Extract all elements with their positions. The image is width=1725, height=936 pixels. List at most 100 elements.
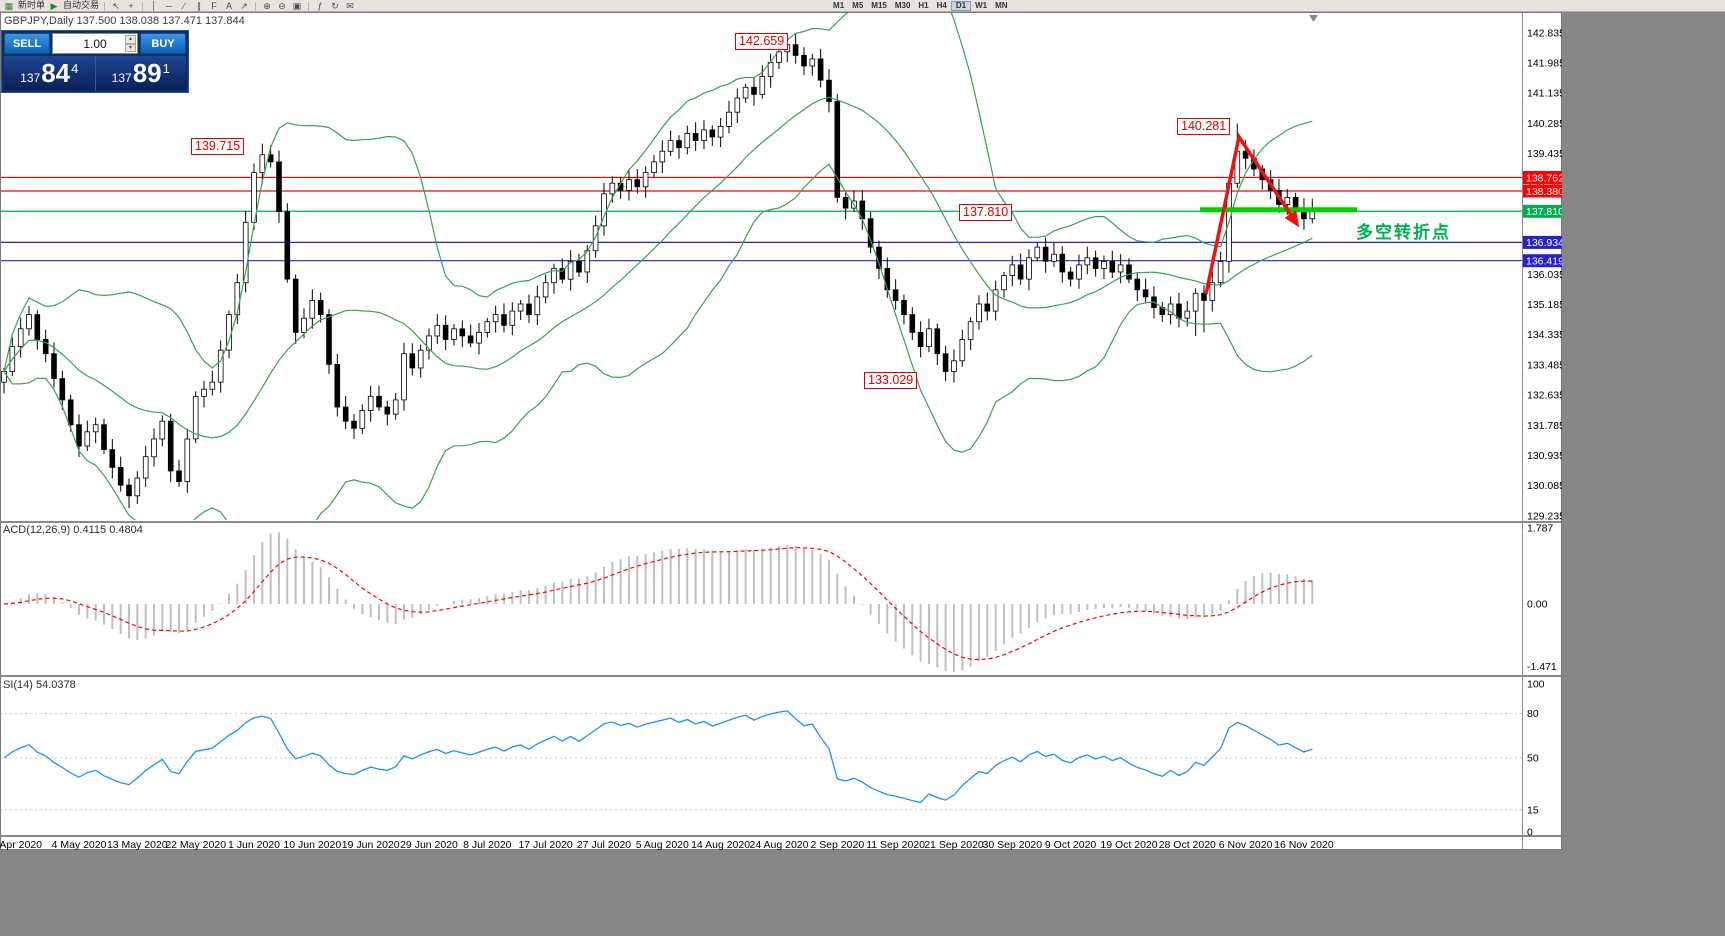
crosshair-icon[interactable]: + bbox=[128, 1, 134, 11]
svg-text:29 Jun 2020: 29 Jun 2020 bbox=[400, 839, 458, 850]
panel-separators[interactable] bbox=[0, 12, 1562, 850]
timeframe-m1-button[interactable]: M1 bbox=[833, 1, 845, 10]
rsi-line bbox=[3, 710, 1313, 804]
svg-text:17 Jul 2020: 17 Jul 2020 bbox=[518, 839, 572, 850]
svg-text:139.435: 139.435 bbox=[1527, 148, 1562, 160]
svg-text:24 Aug 2020: 24 Aug 2020 bbox=[750, 839, 809, 850]
macd-histogram bbox=[11, 532, 1314, 672]
buy-price-base: 137 bbox=[111, 71, 132, 85]
svg-text:5 Aug 2020: 5 Aug 2020 bbox=[636, 839, 689, 850]
svg-text:80: 80 bbox=[1527, 708, 1539, 720]
volume-spinner[interactable]: ▴ ▾ bbox=[125, 35, 136, 52]
svg-text:134.335: 134.335 bbox=[1527, 329, 1562, 341]
svg-text:142.835: 142.835 bbox=[1527, 27, 1562, 39]
macd-axis: 1.787 0.00 -1.471 bbox=[1527, 523, 1557, 673]
svg-text:133.485: 133.485 bbox=[1527, 359, 1562, 371]
new-order-icon[interactable]: ▦ bbox=[4, 1, 14, 11]
macd-signal-line bbox=[3, 547, 1313, 661]
volume-input[interactable]: 1.00 ▴ ▾ bbox=[52, 33, 138, 54]
timeframe-m15-button[interactable]: M15 bbox=[871, 1, 887, 10]
new-order-label[interactable]: 新时单 bbox=[18, 0, 46, 10]
svg-text:19 Oct 2020: 19 Oct 2020 bbox=[1100, 839, 1157, 850]
mail-icon[interactable]: ✉ bbox=[346, 1, 354, 11]
svg-text:1 Jun 2020: 1 Jun 2020 bbox=[228, 839, 280, 850]
trend-arrow[interactable] bbox=[1204, 132, 1300, 295]
sell-price-pips: 84 bbox=[41, 58, 71, 88]
chart-canvas[interactable]: 129.235 130.085 130.935 131.785 132.635 133.4… bbox=[0, 12, 1562, 850]
buy-price[interactable]: 137 89 1 bbox=[95, 56, 186, 90]
rsi-axis: 100 80 50 15 0 bbox=[1527, 679, 1545, 839]
zoom-out-icon[interactable]: ⊖ bbox=[278, 1, 286, 11]
volume-down-icon[interactable]: ▾ bbox=[125, 43, 136, 52]
trendline-icon[interactable]: ∕ bbox=[183, 1, 185, 11]
timeframe-mn-button[interactable]: MN bbox=[995, 1, 1008, 10]
volume-value: 1.00 bbox=[83, 36, 107, 51]
buy-price-point: 1 bbox=[162, 61, 170, 76]
svg-text:11 Sep 2020: 11 Sep 2020 bbox=[866, 839, 925, 850]
chart-window-border bbox=[0, 12, 1562, 850]
sell-price-point: 4 bbox=[71, 61, 79, 76]
svg-text:0: 0 bbox=[1527, 827, 1533, 839]
svg-text:27 Jul 2020: 27 Jul 2020 bbox=[577, 839, 631, 850]
svg-text:15: 15 bbox=[1527, 804, 1539, 816]
chart-shift-marker[interactable] bbox=[1309, 15, 1318, 22]
svg-text:132.635: 132.635 bbox=[1527, 390, 1562, 402]
top-toolbar: ▦ 新时单 ▶ 自动交易 ↖ + │ ─ ∕ ∥ F A ↗ ⊕ ⊖ ▣ ƒ ↻ ✉ M1 M5 M15 M30 H1 H4 D1… bbox=[0, 0, 1725, 12]
svg-text:28 Oct 2020: 28 Oct 2020 bbox=[1159, 839, 1216, 850]
timeframe-d1-button[interactable]: D1 bbox=[950, 1, 972, 11]
text-icon[interactable]: A bbox=[226, 1, 233, 11]
svg-text:2 Sep 2020: 2 Sep 2020 bbox=[810, 839, 864, 850]
autotrading-label[interactable]: 自动交易 bbox=[63, 0, 100, 10]
svg-text:137.810: 137.810 bbox=[1526, 206, 1562, 218]
sell-button[interactable]: SELL bbox=[4, 33, 50, 54]
svg-text:10 Jun 2020: 10 Jun 2020 bbox=[283, 839, 341, 850]
autotrading-icon[interactable]: ▶ bbox=[50, 1, 58, 11]
vertical-line-icon[interactable]: │ bbox=[151, 1, 157, 11]
buy-price-pips: 89 bbox=[132, 58, 162, 88]
svg-text:130.935: 130.935 bbox=[1527, 450, 1562, 462]
cursor-icon[interactable]: ↖ bbox=[112, 1, 120, 11]
timeframe-m5-button[interactable]: M5 bbox=[852, 1, 864, 10]
timeframe-m30-button[interactable]: M30 bbox=[894, 1, 911, 10]
macd-indicator-label: ACD(12,26,9) 0.4115 0.4804 bbox=[3, 524, 143, 536]
toolbar-separator bbox=[255, 2, 257, 11]
one-click-trading-panel: SELL 1.00 ▴ ▾ BUY 137 84 4 137 89 1 bbox=[1, 30, 189, 93]
svg-text:16 Nov 2020: 16 Nov 2020 bbox=[1274, 839, 1334, 850]
svg-text:19 Jun 2020: 19 Jun 2020 bbox=[342, 839, 400, 850]
rsi-indicator-label: SI(14) 54.0378 bbox=[3, 679, 76, 691]
svg-text:100: 100 bbox=[1527, 679, 1545, 691]
svg-text:0.00: 0.00 bbox=[1527, 599, 1548, 611]
svg-text:130.085: 130.085 bbox=[1527, 480, 1562, 492]
svg-text:138.762: 138.762 bbox=[1526, 172, 1562, 184]
svg-text:1.787: 1.787 bbox=[1527, 523, 1553, 535]
toolbar-separator bbox=[142, 2, 144, 11]
chart-window-gbpjpy-daily: 129.235 130.085 130.935 131.785 132.635 133.4… bbox=[0, 12, 1562, 850]
svg-text:13 May 2020: 13 May 2020 bbox=[107, 839, 168, 850]
tile-windows-icon[interactable]: ▣ bbox=[292, 1, 302, 11]
svg-text:138.380: 138.380 bbox=[1526, 186, 1562, 198]
toolbar-separator bbox=[308, 2, 310, 11]
svg-text:6 Nov 2020: 6 Nov 2020 bbox=[1219, 839, 1273, 850]
horizontal-line-icon[interactable]: ─ bbox=[165, 1, 173, 11]
svg-text:140.285: 140.285 bbox=[1527, 118, 1562, 130]
channel-icon[interactable]: ∥ bbox=[196, 1, 202, 11]
fibonacci-icon[interactable]: F bbox=[211, 1, 217, 11]
volume-up-icon[interactable]: ▴ bbox=[125, 35, 136, 44]
symbol-info: GBPJPY,Daily 137.500 138.038 137.471 137… bbox=[4, 15, 245, 27]
timeframe-h4-button[interactable]: H4 bbox=[936, 1, 947, 10]
timeframe-h1-button[interactable]: H1 bbox=[918, 1, 929, 10]
refresh-icon[interactable]: ↻ bbox=[331, 1, 339, 11]
svg-text:22 May 2020: 22 May 2020 bbox=[165, 839, 226, 850]
svg-text:136.934: 136.934 bbox=[1526, 237, 1562, 249]
svg-text:141.135: 141.135 bbox=[1527, 88, 1562, 100]
indicators-icon[interactable]: ƒ bbox=[317, 1, 323, 11]
svg-text:30 Sep 2020: 30 Sep 2020 bbox=[983, 839, 1043, 850]
arrows-icon[interactable]: ↗ bbox=[240, 1, 248, 11]
svg-text:136.419: 136.419 bbox=[1526, 256, 1562, 268]
buy-button[interactable]: BUY bbox=[140, 33, 186, 54]
timeframe-w1-button[interactable]: W1 bbox=[975, 1, 988, 10]
zoom-in-icon[interactable]: ⊕ bbox=[263, 1, 271, 11]
timeframe-toolbar: M1 M5 M15 M30 H1 H4 D1 W1 MN bbox=[829, 1, 1012, 11]
sell-price[interactable]: 137 84 4 bbox=[4, 56, 96, 90]
